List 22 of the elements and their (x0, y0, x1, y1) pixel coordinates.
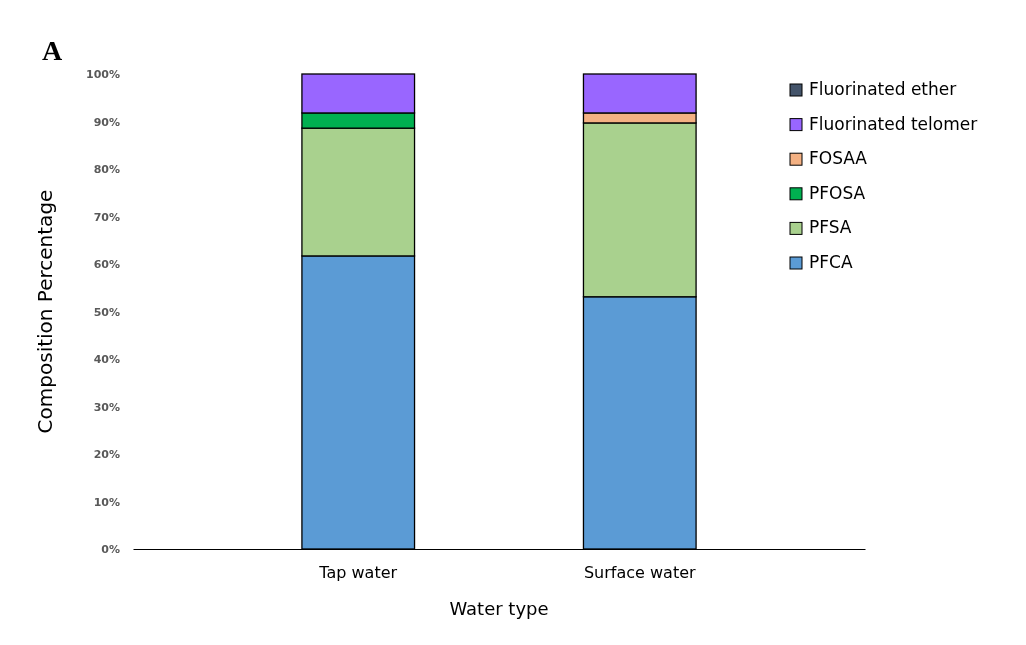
chart-title: A (42, 35, 63, 66)
y-tick-label: 70% (93, 210, 120, 224)
y-tick-label: 0% (101, 543, 120, 557)
legend-label: PFCA (809, 252, 853, 272)
y-tick-label: 80% (93, 163, 120, 177)
legend-label: Fluorinated telomer (809, 113, 978, 134)
y-tick-label: 30% (93, 400, 120, 414)
legend-label: FOSAA (809, 148, 868, 169)
x-axis-title: Water type (449, 598, 549, 619)
y-tick-label: 20% (93, 448, 120, 462)
legend-label: PFSA (809, 217, 852, 238)
legend-label: PFOSA (809, 182, 866, 203)
y-tick-label: 10% (93, 495, 120, 509)
y-tick-label: 50% (93, 305, 120, 319)
x-tick-label: Surface water (583, 562, 696, 582)
x-tick-label: Tap water (318, 562, 398, 582)
y-axis-title: Composition Percentage (33, 189, 57, 434)
y-tick-label: 100% (86, 68, 120, 82)
legend-label: Fluorinated ether (809, 79, 957, 99)
y-tick-label: 90% (93, 115, 120, 129)
y-tick-label: 40% (93, 353, 120, 367)
y-tick-label: 60% (93, 258, 120, 272)
